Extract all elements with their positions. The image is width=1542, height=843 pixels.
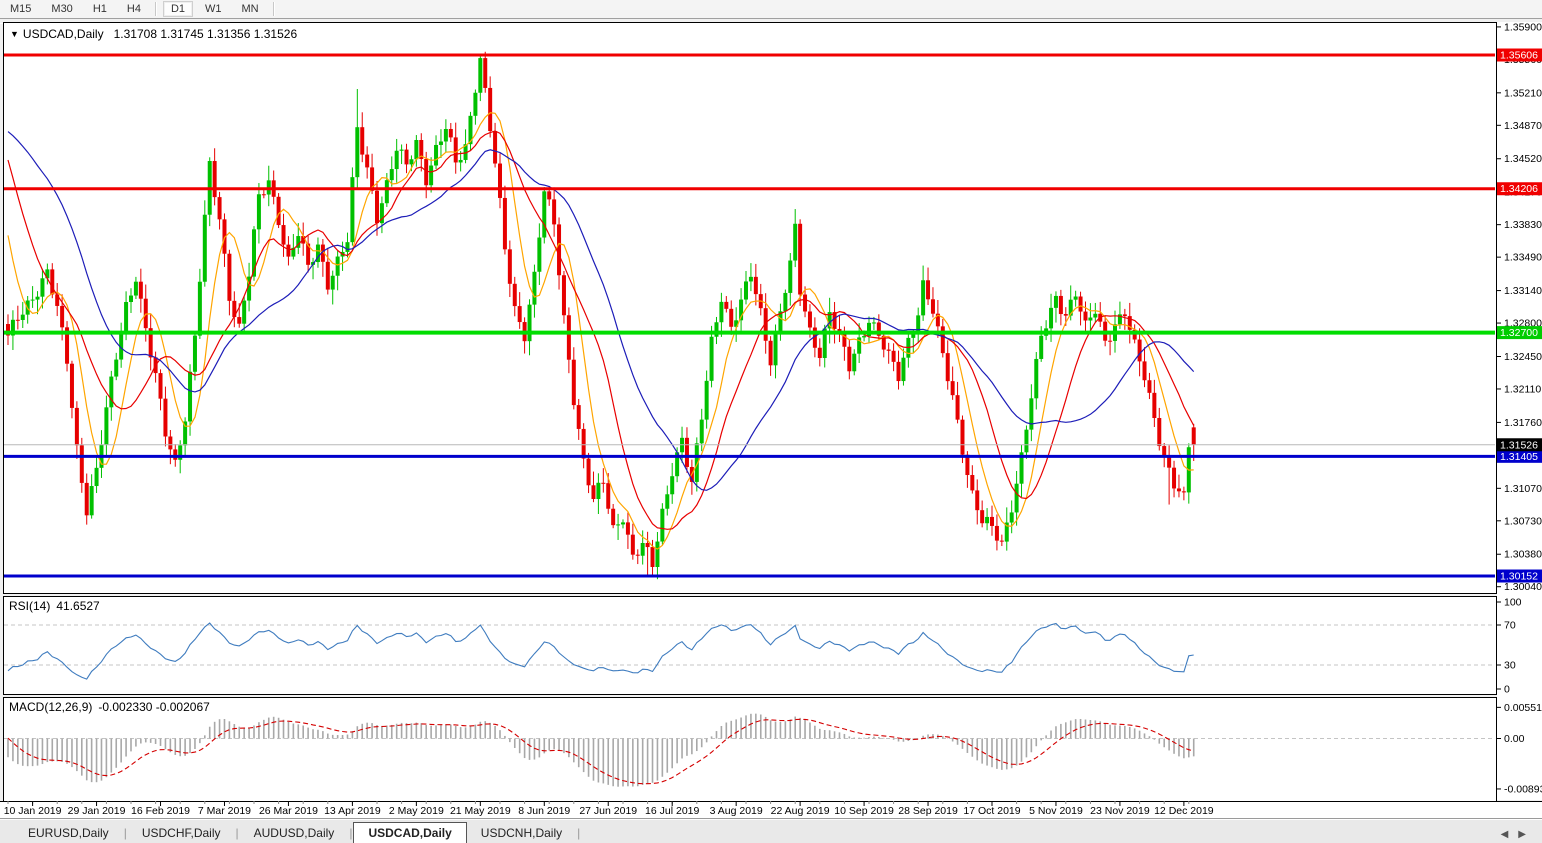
time-axis[interactable]	[0, 801, 1542, 819]
ohlc-values: 1.31708 1.31745 1.31356 1.31526	[113, 27, 298, 41]
rsi-value: 41.6527	[56, 599, 100, 613]
chart-title: ▼ USDCAD,Daily 1.31708 1.31745 1.31356 1.3…	[10, 27, 297, 41]
macd-header: MACD(12,26,9) -0.002330 -0.002067	[9, 700, 210, 714]
tab-scroll-left-icon[interactable]: ◀	[1500, 829, 1519, 840]
toolbar-separator	[272, 2, 275, 16]
timeframe-h1-button[interactable]: H1	[92, 3, 107, 15]
tab-usdcnh[interactable]: USDCNH,Daily	[480, 826, 563, 840]
timeframe-m15-button[interactable]: M15	[10, 3, 32, 15]
chart-tab-bar: EURUSD,Daily | USDCHF,Daily | AUDUSD,Dai…	[0, 818, 1542, 843]
symbol-label: USDCAD,Daily	[22, 27, 104, 41]
rsi-label: RSI(14)	[9, 599, 51, 613]
tab-usdchf[interactable]: USDCHF,Daily	[141, 826, 221, 840]
chart-dropdown-icon[interactable]: ▼	[10, 29, 19, 39]
price-axis[interactable]	[1497, 22, 1542, 800]
macd-label: MACD(12,26,9)	[9, 700, 93, 714]
timeframe-w1-button[interactable]: W1	[205, 3, 222, 15]
timeframe-mn-button[interactable]: MN	[241, 3, 259, 15]
timeframe-toolbar: M15 M30 H1 H4 D1 W1 MN	[0, 0, 1542, 18]
rsi-header: RSI(14) 41.6527	[9, 599, 100, 613]
timeframe-m30-button[interactable]: M30	[51, 3, 73, 15]
price-chart-panel[interactable]	[3, 22, 1497, 594]
timeframe-h4-button[interactable]: H4	[126, 3, 141, 15]
rsi-indicator-panel[interactable]	[3, 596, 1497, 695]
toolbar-separator	[154, 2, 157, 16]
tab-scroll-arrows: ◀▶	[1501, 829, 1536, 840]
tab-audusd[interactable]: AUDUSD,Daily	[253, 826, 335, 840]
tab-eurusd[interactable]: EURUSD,Daily	[28, 826, 109, 840]
timeframe-d1-button[interactable]: D1	[162, 1, 193, 17]
tab-usdcad[interactable]: USDCAD,Daily	[353, 822, 467, 843]
tab-scroll-right-icon[interactable]: ▶	[1518, 829, 1536, 840]
macd-values: -0.002330 -0.002067	[98, 700, 210, 714]
macd-indicator-panel[interactable]	[3, 697, 1497, 802]
